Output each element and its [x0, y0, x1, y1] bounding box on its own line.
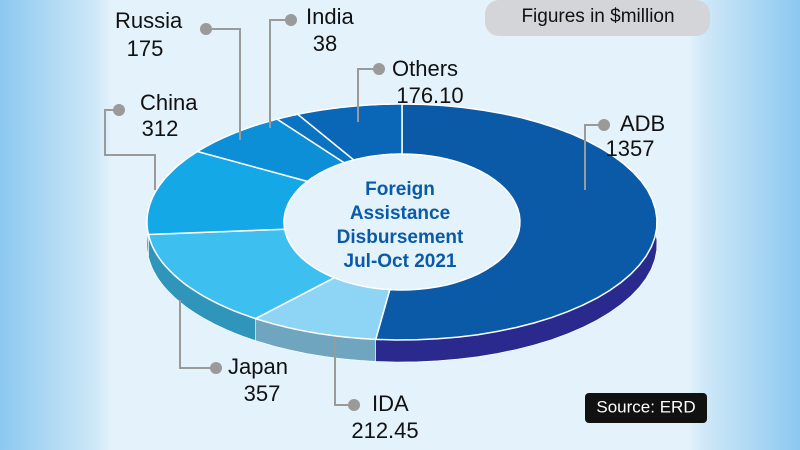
category-label: IDA — [372, 391, 409, 416]
value-label: 312 — [142, 116, 179, 141]
leader-dot — [285, 14, 297, 26]
category-label: ADB — [620, 111, 665, 136]
leader-dot — [598, 119, 610, 131]
leader-dot — [373, 63, 385, 75]
category-label: India — [306, 4, 354, 29]
source: Source: ERD — [596, 397, 695, 416]
category-label: Others — [392, 56, 458, 81]
value-label: 38 — [313, 31, 337, 56]
slice — [296, 103, 403, 161]
value-label: 175 — [127, 36, 164, 61]
source-box — [585, 393, 707, 423]
leader-dot — [348, 399, 360, 411]
category-label: Russia — [115, 8, 183, 33]
note: Figures in $million — [521, 6, 674, 27]
value-label: 176.10 — [396, 83, 463, 108]
leader-line — [206, 28, 241, 140]
leader-dot — [210, 362, 222, 374]
category-label: China — [140, 90, 198, 115]
value-label: 1357 — [606, 136, 655, 161]
leader-line — [269, 19, 291, 128]
hole — [290, 159, 514, 285]
value-label: 212.45 — [351, 418, 418, 443]
chart-title: Foreign Assistance Disbursement Jul-Oct … — [336, 179, 464, 272]
value-label: 357 — [244, 381, 281, 406]
note-box — [485, 0, 710, 36]
category-label: Japan — [228, 354, 288, 379]
leader-dot — [113, 104, 125, 116]
leader-dot — [200, 23, 212, 35]
